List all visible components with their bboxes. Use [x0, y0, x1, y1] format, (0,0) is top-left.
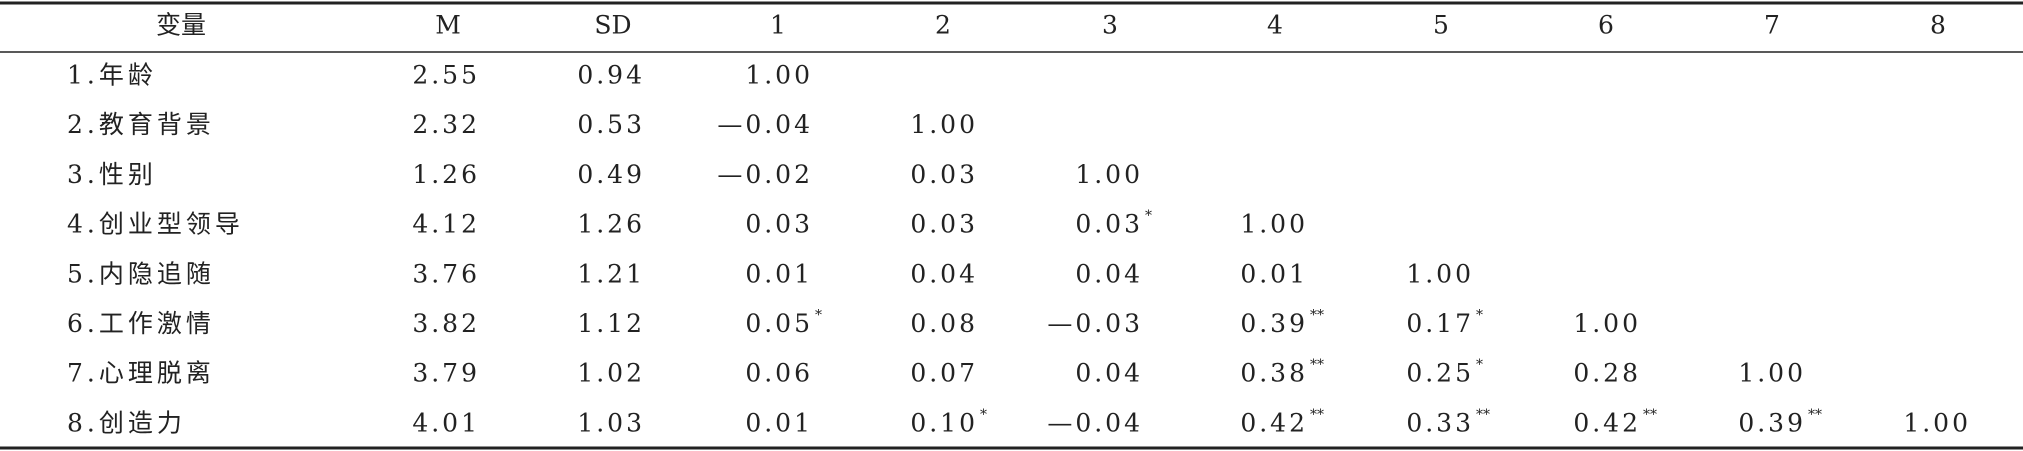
cell-value: 0.03	[910, 210, 978, 239]
significance-mark: *	[1476, 308, 1483, 324]
cell-value: —0.02	[717, 160, 813, 189]
cell-value: 1.00	[1406, 259, 1474, 288]
cell-value: 3.76	[412, 259, 480, 288]
column-header: 7	[1764, 11, 1780, 40]
significance-mark: **	[1476, 407, 1490, 423]
cell-value: 4.12	[412, 210, 480, 239]
significance-mark: **	[1310, 407, 1324, 423]
row-label: 4.创业型领导	[67, 210, 244, 239]
cell-value: —0.04	[717, 110, 813, 139]
significance-mark: **	[1808, 407, 1822, 423]
cell-value: 0.10	[910, 408, 978, 437]
cell-value: 0.06	[745, 359, 813, 388]
column-header: 变量	[156, 11, 206, 40]
row-label: 2.教育背景	[67, 110, 215, 139]
cell-value: 0.28	[1573, 359, 1641, 388]
cell-value: 2.32	[412, 110, 480, 139]
cell-value: 1.03	[577, 408, 645, 437]
cell-value: —0.03	[1047, 309, 1143, 338]
cell-value: 0.25	[1406, 359, 1474, 388]
row-label: 5.内隐追随	[67, 259, 215, 288]
column-header: SD	[594, 11, 631, 40]
column-header: 6	[1598, 11, 1614, 40]
cell-value: 1.12	[577, 309, 645, 338]
cell-value: 0.04	[1075, 359, 1143, 388]
column-header: 3	[1102, 11, 1118, 40]
significance-mark: **	[1643, 407, 1657, 423]
column-header: 1	[770, 11, 786, 40]
significance-mark: *	[815, 308, 822, 324]
row-label: 7.心理脱离	[67, 359, 215, 388]
cell-value: 0.38	[1240, 359, 1308, 388]
cell-value: 0.03	[745, 210, 813, 239]
cell-value: 0.39	[1738, 408, 1806, 437]
cell-value: 1.00	[1075, 160, 1143, 189]
row-label: 1.年龄	[67, 61, 157, 90]
column-header: M	[435, 11, 461, 40]
cell-value: 1.00	[1573, 309, 1641, 338]
cell-value: 0.39	[1240, 309, 1308, 338]
cell-value: 0.42	[1573, 408, 1641, 437]
column-header: 4	[1267, 11, 1283, 40]
cell-value: 0.03	[910, 160, 978, 189]
cell-value: 2.55	[412, 61, 480, 90]
column-header: 5	[1433, 11, 1449, 40]
row-label: 8.创造力	[67, 408, 186, 437]
cell-value: 1.00	[910, 110, 978, 139]
cell-value: 1.00	[1903, 408, 1971, 437]
cell-value: 1.26	[412, 160, 480, 189]
significance-mark: *	[1476, 357, 1483, 373]
cell-value: 0.04	[1075, 259, 1143, 288]
cell-value: 0.01	[745, 259, 813, 288]
cell-value: 1.00	[1240, 210, 1308, 239]
cell-value: 0.01	[745, 408, 813, 437]
cell-value: 0.03	[1075, 210, 1143, 239]
cell-value: 0.08	[910, 309, 978, 338]
cell-value: 1.00	[745, 61, 813, 90]
cell-value: 0.94	[577, 61, 645, 90]
cell-value: 0.53	[577, 110, 645, 139]
cell-value: 3.82	[412, 309, 480, 338]
cell-value: 0.17	[1406, 309, 1474, 338]
row-label: 6.工作激情	[67, 309, 215, 338]
cell-value: 1.00	[1738, 359, 1806, 388]
cell-value: 0.05	[745, 309, 813, 338]
cell-value: 4.01	[412, 408, 480, 437]
column-header: 2	[935, 11, 951, 40]
cell-value: 0.01	[1240, 259, 1308, 288]
cell-value: 1.21	[577, 259, 645, 288]
cell-value: 0.33	[1406, 408, 1474, 437]
column-header: 8	[1930, 11, 1946, 40]
cell-value: 0.49	[577, 160, 645, 189]
cell-value: 1.26	[577, 210, 645, 239]
significance-mark: *	[1145, 208, 1152, 224]
cell-value: 0.42	[1240, 408, 1308, 437]
significance-mark: **	[1310, 357, 1324, 373]
cell-value: —0.04	[1047, 408, 1143, 437]
significance-mark: *	[980, 407, 987, 423]
significance-mark: **	[1310, 308, 1324, 324]
cell-value: 0.07	[910, 359, 978, 388]
cell-value: 0.04	[910, 259, 978, 288]
cell-value: 3.79	[412, 359, 480, 388]
row-label: 3.性别	[67, 160, 157, 189]
cell-value: 1.02	[577, 359, 645, 388]
